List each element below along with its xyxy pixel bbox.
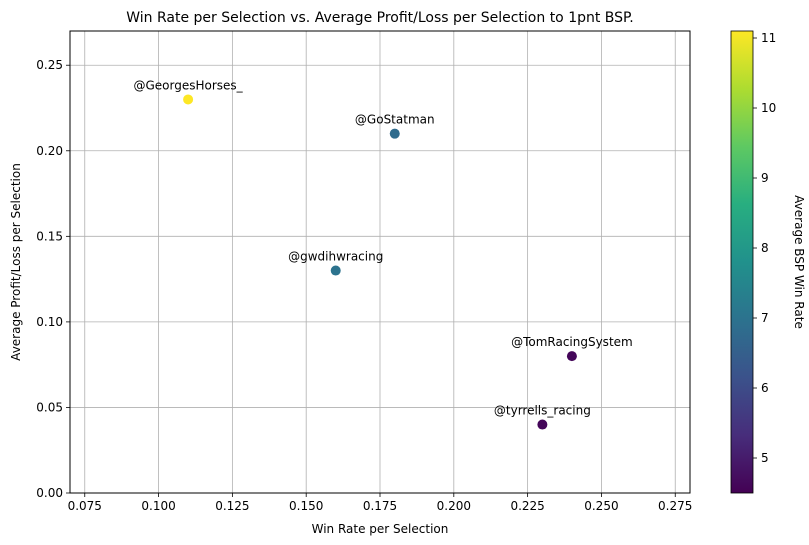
y-tick-label: 0.25 (36, 58, 63, 72)
colorbar-tick-label: 8 (761, 241, 769, 255)
y-tick-label: 0.20 (36, 144, 63, 158)
x-tick-label: 0.225 (510, 499, 544, 513)
data-point (389, 128, 400, 139)
grid-lines (70, 31, 690, 494)
colorbar-tick-label: 11 (761, 31, 776, 45)
x-tick-label: 0.200 (437, 499, 471, 513)
x-axis-label: Win Rate per Selection (312, 522, 449, 536)
y-tick-label: 0.15 (36, 229, 63, 243)
plot-frame (69, 30, 691, 494)
x-tick-label: 0.075 (68, 499, 102, 513)
colorbar-tick-label: 7 (761, 311, 769, 325)
chart-title: Win Rate per Selection vs. Average Profi… (126, 10, 634, 26)
x-tick-label: 0.150 (289, 499, 323, 513)
data-point (330, 265, 341, 276)
colorbar-tick-label: 5 (761, 451, 769, 465)
data-point (537, 419, 548, 430)
point-label: @tyrrells_racing (494, 404, 591, 418)
colorbar (730, 30, 754, 494)
data-point (566, 351, 577, 362)
x-tick-label: 0.275 (658, 499, 692, 513)
y-tick-label: 0.10 (36, 315, 63, 329)
point-label: @GeorgesHorses_ (134, 78, 244, 92)
x-tick-label: 0.250 (584, 499, 618, 513)
colorbar-tick-label: 10 (761, 101, 776, 115)
x-tick-label: 0.175 (363, 499, 397, 513)
colorbar-label: Average BSP Win Rate (792, 195, 806, 329)
data-point (183, 94, 194, 105)
x-tick-label: 0.125 (215, 499, 249, 513)
colorbar-ticks: 5 6 7 8 9 10 11 (753, 31, 776, 465)
x-axis-ticks: 0.075 0.100 0.125 0.150 0.175 0.200 0.225 0.250… (68, 493, 692, 513)
y-tick-label: 0.00 (36, 486, 63, 500)
colorbar-tick-label: 6 (761, 381, 769, 395)
x-tick-label: 0.100 (141, 499, 175, 513)
data-points: @GeorgesHorses_ @GoStatman @gwdihwracing @T… (134, 78, 633, 430)
y-axis-ticks: 0.00 0.05 0.10 0.15 0.20 0.25 (36, 58, 70, 500)
y-tick-label: 0.05 (36, 400, 63, 414)
y-axis-label: Average Profit/Loss per Selection (9, 163, 23, 361)
colorbar-tick-label: 9 (761, 171, 769, 185)
point-label: @gwdihwracing (288, 250, 383, 264)
point-label: @GoStatman (355, 113, 435, 127)
point-label: @TomRacingSystem (511, 335, 633, 349)
